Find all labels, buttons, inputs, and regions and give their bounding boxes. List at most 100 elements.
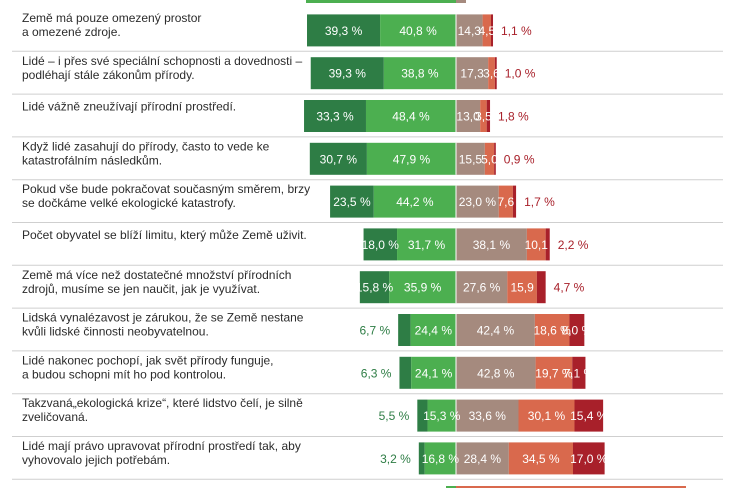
value-label: 14,3	[458, 24, 482, 38]
value-label: 19,7 %	[535, 366, 573, 380]
bar-segment	[383, 57, 456, 90]
value-label: 38,1 %	[473, 238, 511, 252]
value-label: 5,5 %	[379, 409, 410, 423]
value-label: 6,3 %	[361, 366, 392, 380]
statement-text: Země má více než dostatečné množství pří…	[22, 268, 291, 282]
value-label: 3,2 %	[380, 452, 411, 466]
edge-bar-bottom-disagree	[456, 486, 686, 488]
bar-segment	[456, 228, 527, 261]
value-label: 40,8 %	[399, 24, 437, 38]
value-label: 28,4 %	[464, 452, 502, 466]
bar-segment	[410, 314, 456, 346]
bar-segment	[526, 228, 546, 261]
value-label: 16,8 %	[422, 452, 460, 466]
value-label: 17,0 %	[570, 452, 608, 466]
bar-segment	[456, 57, 489, 90]
value-label: 33,3 %	[316, 110, 354, 124]
bar-segment	[574, 399, 604, 432]
value-label: 42,4 %	[477, 324, 515, 338]
bar-segment	[389, 271, 456, 304]
value-label: 23,0 %	[459, 195, 497, 209]
bar-segment	[411, 356, 456, 389]
bar-segment	[456, 314, 535, 346]
statement-text: Počet obyvatel se blíží limitu, který mů…	[22, 228, 307, 242]
value-label: 24,4 %	[415, 324, 453, 338]
value-label: 1,0 %	[505, 67, 536, 81]
statement-text: Lidé mají právo upravovat přírodní prost…	[22, 439, 301, 453]
value-label: 38,8 %	[401, 67, 439, 81]
edge-bar-bottom-agree	[446, 486, 456, 488]
bar-segment	[304, 100, 366, 132]
bar-segment	[486, 100, 491, 132]
edge-bar-top-agree	[306, 0, 456, 3]
value-label: 15,9	[510, 281, 534, 295]
value-label: 34,5 %	[522, 452, 560, 466]
bar-segment	[484, 142, 495, 175]
bar-segment	[572, 442, 605, 475]
value-label: 1,1 %	[501, 24, 532, 38]
value-label: 15,4 %	[570, 409, 608, 423]
value-label: 17,3	[460, 67, 484, 81]
edge-bar-top-neutral	[456, 0, 466, 3]
value-label: 35,9 %	[404, 281, 442, 295]
value-label: 48,4 %	[392, 110, 430, 124]
value-label: 18,6 %	[533, 324, 571, 338]
bar-segment	[366, 142, 456, 175]
bar-segment	[427, 399, 456, 432]
value-label: 7,6	[498, 195, 515, 209]
bar-segment	[456, 271, 508, 304]
value-label: 4,5	[478, 24, 495, 38]
statement-text: a omezené zdroje.	[22, 25, 121, 39]
bar-segment	[508, 442, 573, 475]
value-label: 31,7 %	[408, 238, 446, 252]
value-label: 39,3 %	[325, 24, 363, 38]
bar-segment	[490, 14, 494, 47]
statement-text: Země má pouze omezený prostor	[22, 11, 201, 25]
value-label: 1,7 %	[524, 195, 555, 209]
value-label: 30,7 %	[320, 152, 358, 166]
value-label: 23,5 %	[333, 195, 371, 209]
value-label: 4,7 %	[554, 281, 585, 295]
statement-text: Když lidé zasahují do přírody, často to …	[22, 139, 270, 153]
bar-segment	[545, 228, 550, 261]
bar-segment	[534, 314, 570, 346]
bar-segment	[572, 356, 586, 389]
value-label: 0,9 %	[504, 152, 535, 166]
value-label: 39,3 %	[329, 67, 367, 81]
bar-segment	[418, 442, 425, 475]
bar-segment	[359, 271, 390, 304]
bar-segment	[424, 442, 456, 475]
statement-text: Lidé vážně zneužívají přírodní prostředí…	[22, 100, 236, 114]
value-label: 27,6 %	[463, 281, 501, 295]
value-label: 8,0 %	[562, 324, 593, 338]
bar-segment	[482, 14, 491, 47]
bar-segment	[363, 228, 398, 261]
bar-segment	[307, 14, 381, 47]
bar-segment	[309, 142, 367, 175]
value-label: 5,0	[481, 152, 498, 166]
value-label: 42,8 %	[477, 366, 515, 380]
bar-segment	[417, 399, 428, 432]
statement-text: se dočkáme velké ekologické katastrofy.	[22, 196, 236, 210]
value-label: 2,2 %	[558, 238, 589, 252]
statement-text: kvůli lidské činnosti neobyvatelnou.	[22, 325, 209, 339]
bar-segment	[507, 271, 537, 304]
statement-text: Lidé nakonec pochopí, jak svět přírody f…	[22, 353, 274, 367]
bar-segment	[518, 399, 575, 432]
value-label: 47,9 %	[393, 152, 431, 166]
value-label: 3,6	[483, 67, 500, 81]
statement-text: zveličovaná.	[22, 410, 88, 424]
value-label: 30,1 %	[528, 409, 566, 423]
statement-text: Takzvaná„ekologická krize“, které lidstv…	[22, 396, 303, 410]
value-label: 7,1 %	[564, 366, 595, 380]
statement-text: Lidská vynalézavost je zárukou, že se Ze…	[22, 311, 304, 325]
bar-segment	[330, 185, 374, 218]
value-label: 1,8 %	[498, 110, 529, 124]
statement-text: a budou schopni mít ho pod kontrolou.	[22, 367, 226, 381]
bar-segment	[456, 142, 485, 175]
value-label: 15,3 %	[423, 409, 461, 423]
value-label: 15,8 %	[356, 281, 394, 295]
value-label: 33,6 %	[469, 409, 507, 423]
bar-segment	[456, 442, 509, 475]
